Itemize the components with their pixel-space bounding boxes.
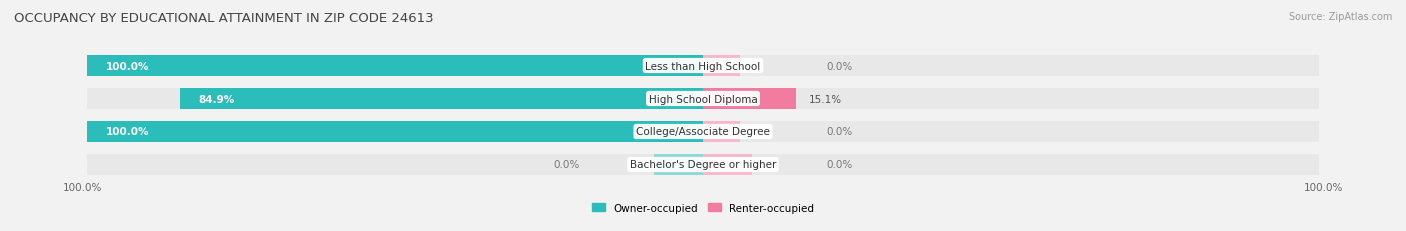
- Bar: [87, 56, 1319, 76]
- Text: College/Associate Degree: College/Associate Degree: [636, 127, 770, 137]
- Text: 100.0%: 100.0%: [105, 127, 149, 137]
- Text: 0.0%: 0.0%: [827, 127, 852, 137]
- Bar: [703, 122, 740, 142]
- Bar: [703, 155, 752, 175]
- Text: 84.9%: 84.9%: [198, 94, 235, 104]
- Text: OCCUPANCY BY EDUCATIONAL ATTAINMENT IN ZIP CODE 24613: OCCUPANCY BY EDUCATIONAL ATTAINMENT IN Z…: [14, 12, 433, 24]
- Text: 0.0%: 0.0%: [827, 61, 852, 71]
- Legend: Owner-occupied, Renter-occupied: Owner-occupied, Renter-occupied: [588, 198, 818, 217]
- Bar: [87, 122, 703, 142]
- Text: 100.0%: 100.0%: [105, 61, 149, 71]
- Text: 15.1%: 15.1%: [808, 94, 841, 104]
- Text: Source: ZipAtlas.com: Source: ZipAtlas.com: [1288, 12, 1392, 21]
- Text: Less than High School: Less than High School: [645, 61, 761, 71]
- Bar: [180, 89, 703, 109]
- Text: High School Diploma: High School Diploma: [648, 94, 758, 104]
- Text: 0.0%: 0.0%: [554, 160, 579, 170]
- Text: 0.0%: 0.0%: [827, 160, 852, 170]
- Bar: [87, 56, 703, 76]
- Bar: [703, 56, 740, 76]
- Bar: [87, 89, 1319, 109]
- Bar: [87, 155, 1319, 175]
- Text: 100.0%: 100.0%: [62, 182, 101, 192]
- Bar: [87, 122, 1319, 142]
- Text: Bachelor's Degree or higher: Bachelor's Degree or higher: [630, 160, 776, 170]
- Bar: [654, 155, 703, 175]
- Text: 100.0%: 100.0%: [1305, 182, 1344, 192]
- Bar: [703, 89, 796, 109]
